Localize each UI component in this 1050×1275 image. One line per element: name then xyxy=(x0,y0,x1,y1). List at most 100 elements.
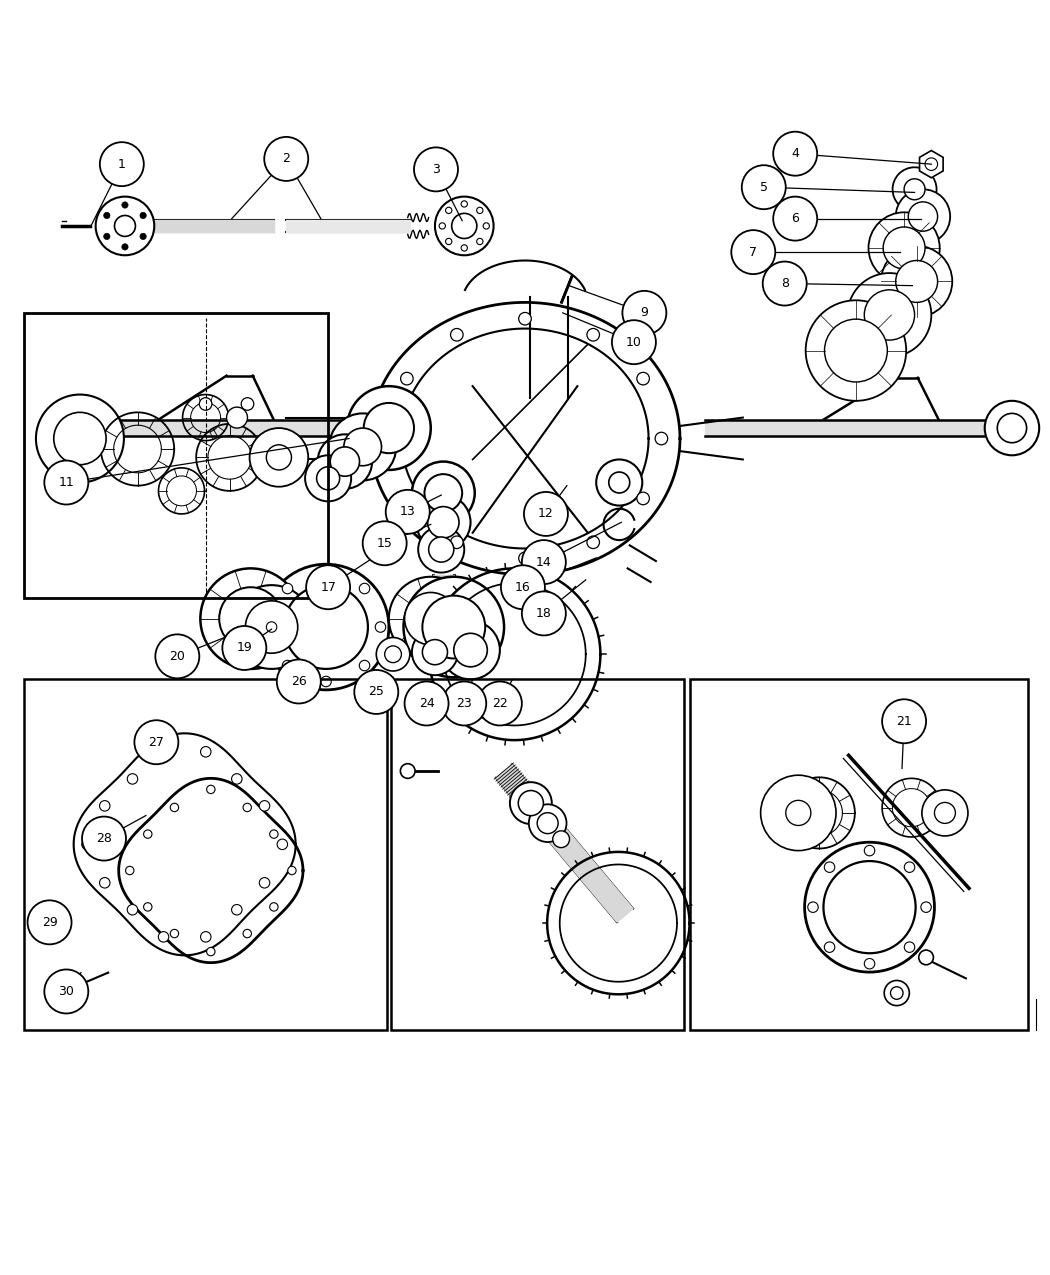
Text: 26: 26 xyxy=(291,674,307,688)
Circle shape xyxy=(422,595,485,658)
Circle shape xyxy=(288,677,298,687)
Text: 15: 15 xyxy=(377,537,393,550)
Circle shape xyxy=(824,942,835,952)
Circle shape xyxy=(159,747,169,757)
Circle shape xyxy=(483,223,489,230)
Circle shape xyxy=(519,552,531,565)
Circle shape xyxy=(510,782,552,824)
Circle shape xyxy=(773,131,817,176)
Circle shape xyxy=(824,862,835,872)
Circle shape xyxy=(57,986,71,1000)
Circle shape xyxy=(307,565,350,609)
Circle shape xyxy=(265,136,309,181)
Circle shape xyxy=(155,635,200,678)
Circle shape xyxy=(785,801,811,825)
Circle shape xyxy=(267,622,277,632)
Circle shape xyxy=(321,567,331,578)
Circle shape xyxy=(609,472,630,493)
Circle shape xyxy=(868,213,940,283)
Circle shape xyxy=(243,929,251,937)
Circle shape xyxy=(359,583,370,594)
Circle shape xyxy=(904,179,925,200)
Circle shape xyxy=(36,394,124,482)
Circle shape xyxy=(82,816,126,861)
Circle shape xyxy=(741,166,785,209)
Bar xyxy=(24,312,328,598)
Circle shape xyxy=(400,764,415,778)
Circle shape xyxy=(259,801,270,811)
Circle shape xyxy=(416,495,470,550)
Circle shape xyxy=(612,320,656,365)
Circle shape xyxy=(461,200,467,207)
Circle shape xyxy=(267,445,292,470)
Circle shape xyxy=(282,660,293,671)
Circle shape xyxy=(318,435,372,488)
Circle shape xyxy=(896,260,938,302)
Circle shape xyxy=(435,196,494,255)
Circle shape xyxy=(363,403,414,453)
Bar xyxy=(391,680,685,1030)
Circle shape xyxy=(925,158,938,171)
Circle shape xyxy=(596,459,643,506)
Circle shape xyxy=(904,862,915,872)
Circle shape xyxy=(277,659,321,704)
Circle shape xyxy=(439,223,445,230)
Circle shape xyxy=(445,208,452,213)
Circle shape xyxy=(760,775,836,850)
Circle shape xyxy=(140,233,146,240)
Circle shape xyxy=(264,565,388,690)
Circle shape xyxy=(388,576,472,660)
Circle shape xyxy=(376,638,410,671)
Circle shape xyxy=(277,839,288,849)
Circle shape xyxy=(144,903,152,912)
Circle shape xyxy=(522,541,566,584)
Circle shape xyxy=(401,492,413,505)
Circle shape xyxy=(122,244,128,250)
Circle shape xyxy=(501,565,545,609)
Circle shape xyxy=(441,621,500,680)
Circle shape xyxy=(200,398,212,411)
Circle shape xyxy=(445,238,452,245)
Text: 3: 3 xyxy=(432,163,440,176)
Circle shape xyxy=(404,681,448,725)
Circle shape xyxy=(824,319,887,382)
Text: 27: 27 xyxy=(148,736,164,748)
Circle shape xyxy=(343,428,381,465)
Circle shape xyxy=(427,506,459,538)
Circle shape xyxy=(404,593,457,645)
Circle shape xyxy=(259,877,270,887)
Text: 17: 17 xyxy=(320,580,336,594)
Circle shape xyxy=(230,585,314,669)
Text: 1: 1 xyxy=(118,158,126,171)
Circle shape xyxy=(985,400,1040,455)
Circle shape xyxy=(246,601,298,653)
Circle shape xyxy=(412,629,458,676)
Circle shape xyxy=(805,301,906,400)
Circle shape xyxy=(382,432,395,445)
Circle shape xyxy=(114,215,135,236)
Circle shape xyxy=(201,747,211,757)
Polygon shape xyxy=(920,150,943,177)
Circle shape xyxy=(306,455,351,501)
Circle shape xyxy=(100,143,144,186)
Text: 16: 16 xyxy=(516,580,531,594)
Circle shape xyxy=(477,208,483,213)
Circle shape xyxy=(243,803,251,812)
Circle shape xyxy=(442,681,486,725)
Circle shape xyxy=(384,646,401,663)
Circle shape xyxy=(104,233,110,240)
Circle shape xyxy=(847,273,931,357)
Circle shape xyxy=(242,398,254,411)
Circle shape xyxy=(461,245,467,251)
Circle shape xyxy=(375,622,385,632)
Circle shape xyxy=(864,289,915,340)
Text: 23: 23 xyxy=(457,697,472,710)
Text: 22: 22 xyxy=(492,697,508,710)
Circle shape xyxy=(477,238,483,245)
Circle shape xyxy=(54,412,106,464)
Text: 30: 30 xyxy=(59,986,75,998)
Polygon shape xyxy=(496,764,633,922)
Circle shape xyxy=(82,839,92,849)
Text: 29: 29 xyxy=(42,915,58,929)
Circle shape xyxy=(731,230,775,274)
